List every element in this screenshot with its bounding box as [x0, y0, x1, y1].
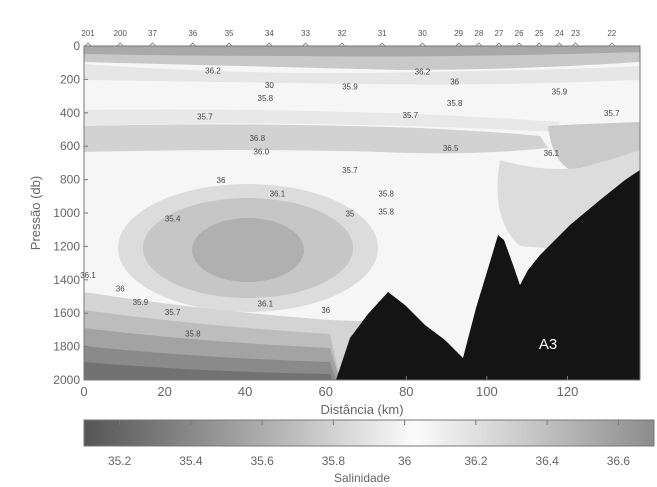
y-tick-label: 1200	[53, 239, 80, 253]
y-tick-label: 2000	[53, 373, 80, 387]
contour-label: 35.7	[342, 166, 358, 175]
x-axis-label: Distância (km)	[320, 402, 403, 417]
colorbar-tick-label: 36	[398, 454, 412, 468]
intermediate-core-inner	[192, 218, 304, 282]
colorbar-tick-label: 36.6	[607, 454, 631, 468]
colorbar-tick-label: 36.2	[464, 454, 488, 468]
contour-label: 35	[345, 209, 354, 218]
contour-label: 35.7	[197, 112, 213, 121]
station-label: 35	[225, 29, 234, 38]
station-label: 200	[114, 29, 128, 38]
shallow-band-light	[84, 64, 640, 85]
x-tick-label: 60	[319, 384, 333, 399]
y-tick-label: 1600	[53, 306, 80, 320]
x-tick-label: 100	[476, 384, 498, 399]
contour-labels: 36.2 30 35.8 35.9 36.2 36 35.8 35.9 35.7 35.7 35.7…	[80, 67, 620, 339]
station-label: 32	[337, 29, 346, 38]
y-tick-label: 400	[60, 106, 80, 120]
contour-label: 36.2	[415, 67, 431, 76]
contour-label: 35.8	[378, 189, 394, 198]
colorbar-tick-label: 36.4	[535, 454, 559, 468]
y-tick-label: 600	[60, 139, 80, 153]
contour-label: 35.8	[185, 330, 201, 339]
station-label: 30	[418, 29, 427, 38]
colorbar-label: Salinidade	[334, 471, 390, 485]
station-label: 29	[454, 29, 463, 38]
x-tick-label: 80	[399, 384, 413, 399]
station-label: 201	[81, 29, 95, 38]
contour-label: 35.7	[403, 111, 419, 120]
contour-label: 36	[321, 306, 330, 315]
contour-label: 35.8	[447, 99, 463, 108]
contour-label: 35.9	[342, 82, 358, 91]
station-label: 22	[607, 29, 616, 38]
contour-label: 35.9	[552, 87, 568, 96]
station-label: 36	[188, 29, 197, 38]
station-label: 28	[474, 29, 483, 38]
contour-label: 35.8	[378, 208, 394, 217]
x-tick-label: 20	[157, 384, 171, 399]
contour-label: 36.8	[249, 134, 265, 143]
station-label: 33	[301, 29, 310, 38]
y-tick-label: 800	[60, 173, 80, 187]
y-tick-label: 1400	[53, 273, 80, 287]
station-label: 23	[571, 29, 580, 38]
y-axis-ticks: 0 200 400 600 800 1000 1200 1400 1600 1800 2000	[53, 39, 88, 387]
colorbar-tick-label: 35.8	[322, 454, 346, 468]
colorbar-tick-label: 35.2	[108, 454, 132, 468]
contour-label: 36.5	[443, 144, 459, 153]
panel-label: A3	[539, 336, 557, 353]
seafloor-bathymetry	[336, 170, 640, 380]
y-axis-label: Pressão (db)	[28, 176, 43, 250]
contour-label: 35.7	[604, 109, 620, 118]
colorbar	[83, 419, 655, 447]
station-label: 37	[148, 29, 157, 38]
colorbar-ticks: 35.2 35.4 35.6 35.8 36 36.2 36.4 36.6	[108, 420, 630, 468]
x-tick-label: 0	[80, 384, 87, 399]
contour-label: 36.1	[80, 271, 96, 280]
station-label: 27	[495, 29, 504, 38]
plot-area	[84, 46, 640, 380]
colorbar-tick-label: 35.6	[250, 454, 274, 468]
station-label: 26	[515, 29, 524, 38]
contour-label: 36	[217, 176, 226, 185]
contour-label: 35.9	[133, 298, 149, 307]
contour-label: 35.8	[258, 94, 274, 103]
contour-label: 35.4	[165, 214, 181, 223]
contour-label: 36.1	[270, 189, 286, 198]
y-tick-label: 200	[60, 72, 80, 86]
station-label: 25	[535, 29, 544, 38]
surface-band-dark	[84, 46, 640, 57]
contour-label: 36	[450, 77, 459, 86]
mid-band-lower	[84, 124, 548, 154]
contour-label: 35.7	[165, 308, 181, 317]
contour-label: 36.1	[544, 149, 560, 158]
y-tick-label: 1000	[53, 206, 80, 220]
x-axis-ticks: 0 20 40 60 80 100 120	[80, 376, 578, 399]
deep-band-5	[84, 362, 332, 380]
contour-label: 36.2	[205, 67, 221, 76]
station-label: 24	[555, 29, 564, 38]
station-label: 34	[265, 29, 274, 38]
x-tick-label: 120	[557, 384, 579, 399]
contour-label: 36	[116, 284, 125, 293]
y-tick-label: 1800	[53, 340, 80, 354]
contour-label: 36.1	[258, 300, 274, 309]
mid-band-upper	[84, 109, 560, 132]
contour-label: 30	[265, 81, 274, 90]
x-tick-label: 40	[238, 384, 252, 399]
station-label: 31	[378, 29, 387, 38]
y-tick-label: 0	[73, 39, 80, 53]
contour-label: 36.0	[253, 148, 269, 157]
colorbar-tick-label: 35.4	[179, 454, 203, 468]
